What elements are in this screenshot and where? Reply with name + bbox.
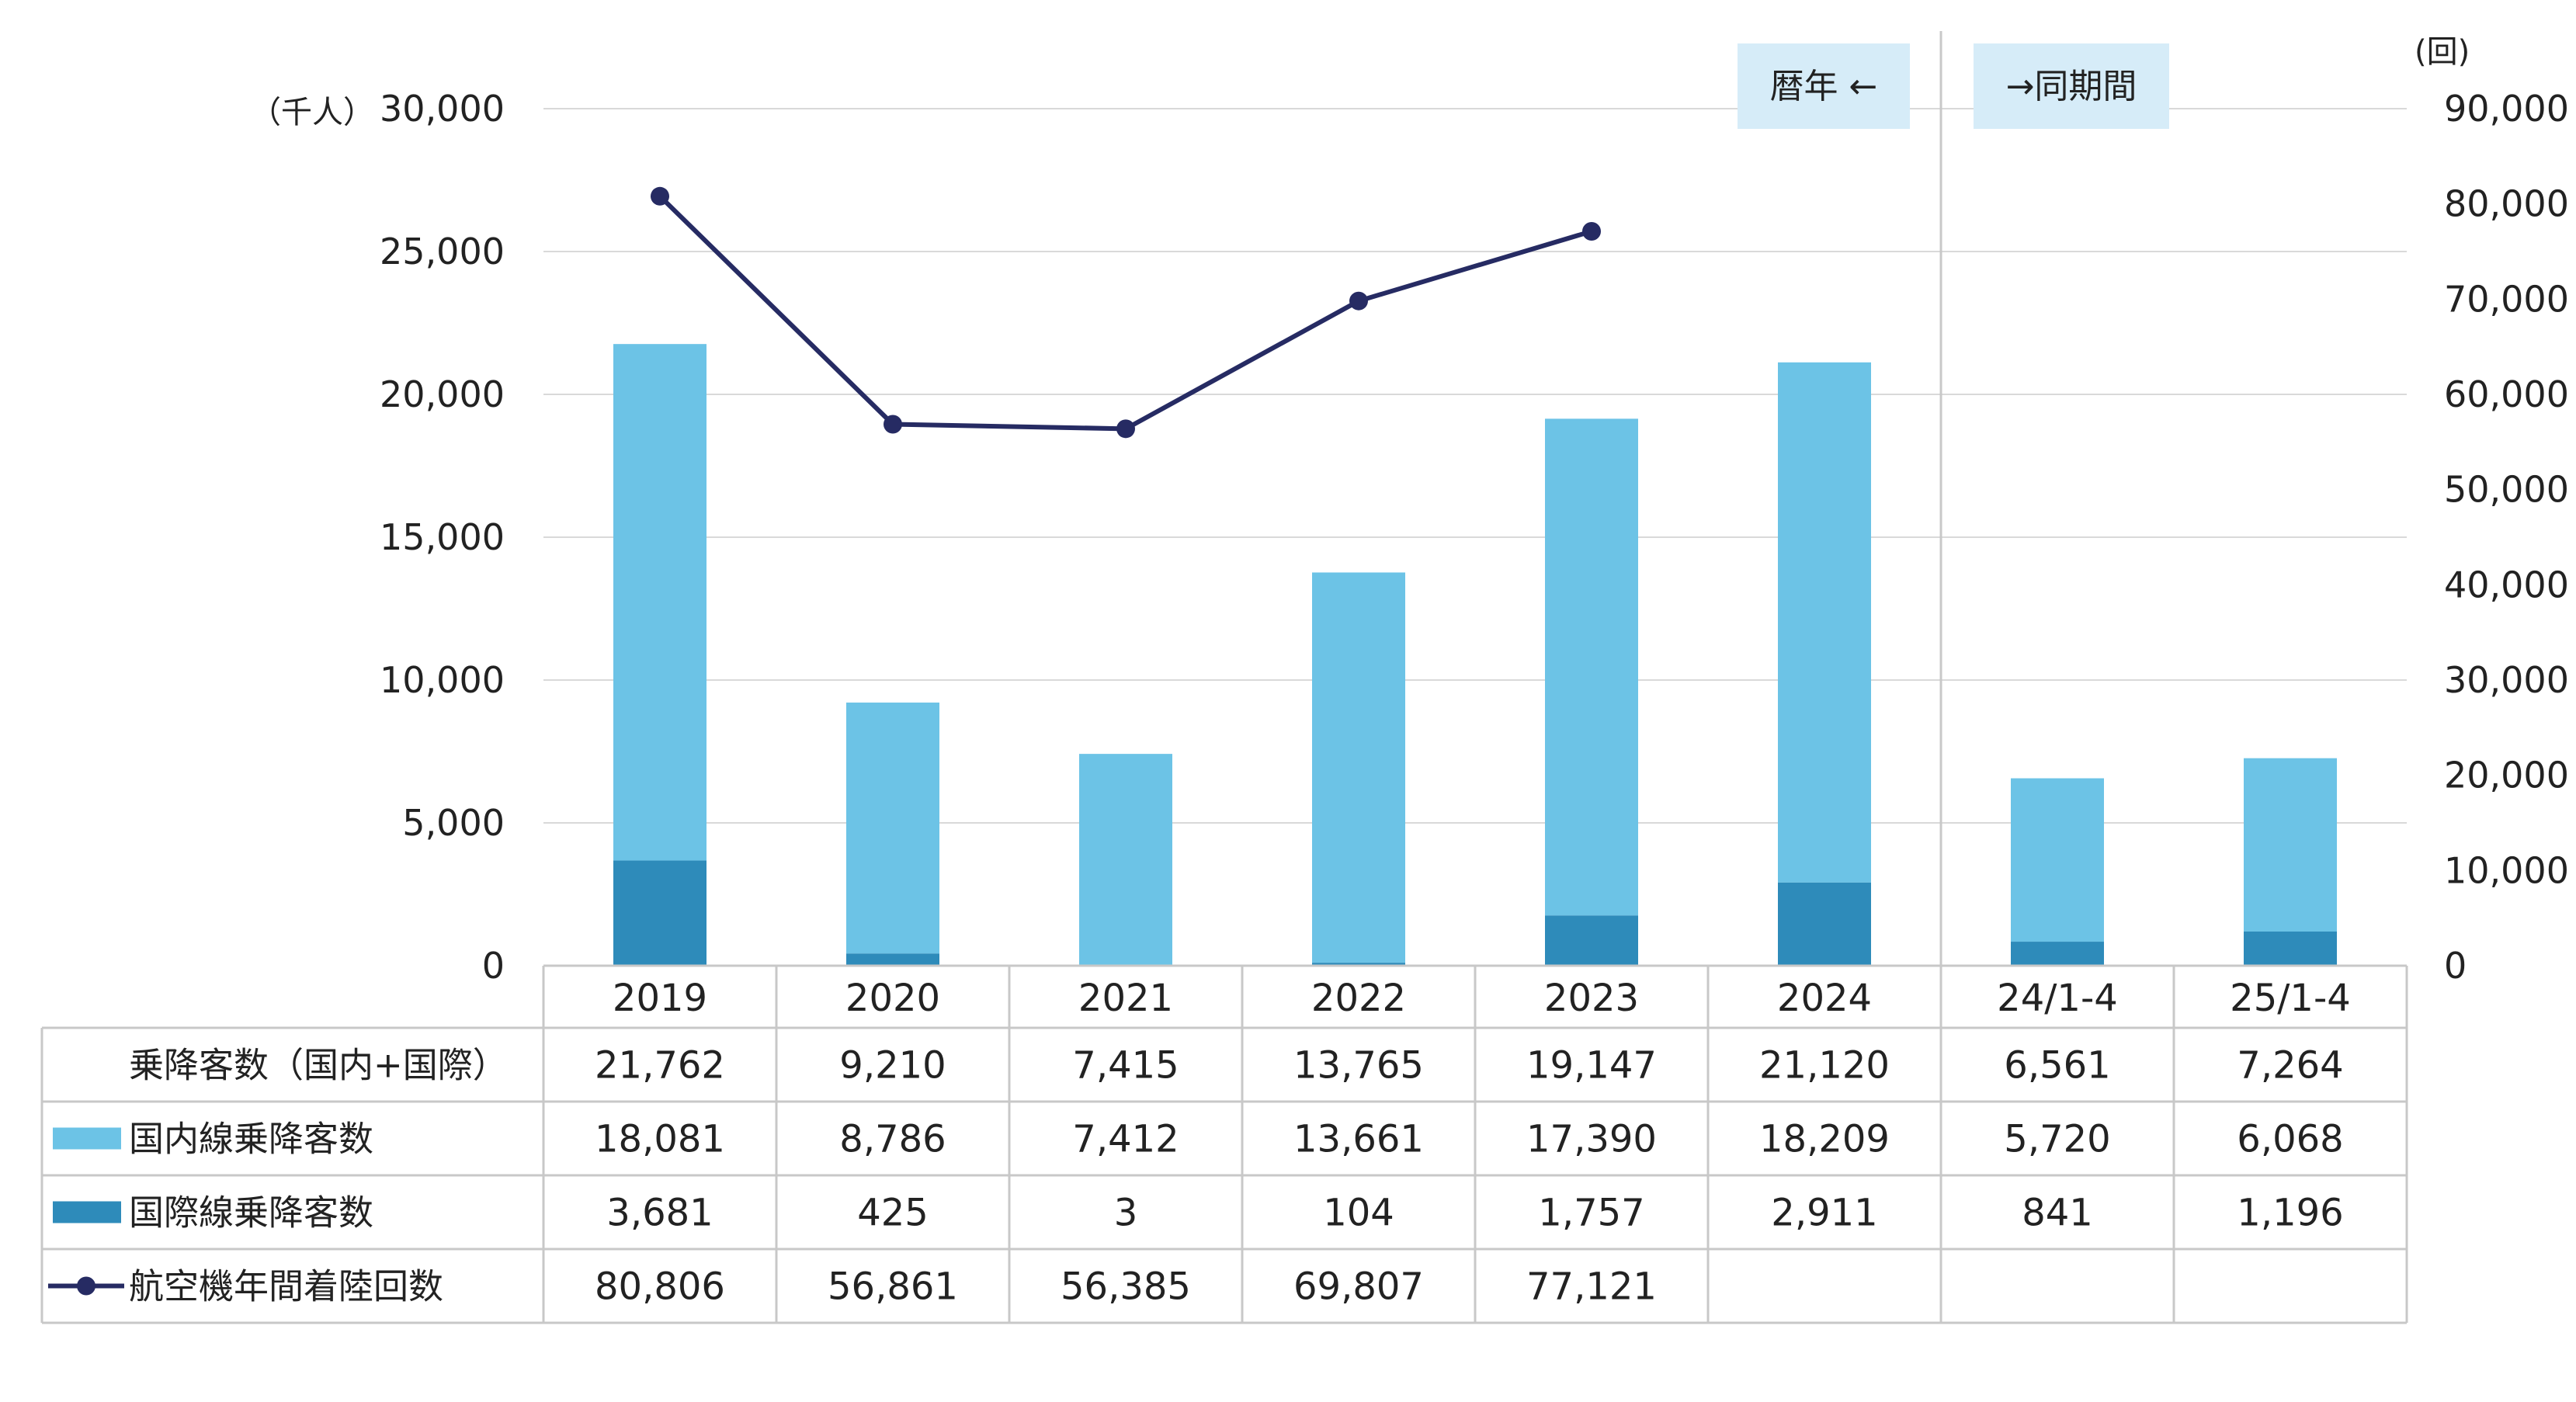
cell-international: 1,196 — [2237, 1192, 2343, 1235]
bar-domestic-3 — [1312, 572, 1405, 963]
bar-international-5 — [1778, 883, 1871, 966]
cell-total: 21,120 — [1759, 1044, 1890, 1088]
row-label-international: 国際線乗降客数 — [129, 1192, 373, 1234]
bars — [613, 344, 2337, 966]
axes: 0 5,000 10,000 15,000 20,000 25,000 30,000 0 10,… — [250, 34, 2569, 987]
legend-key-international — [53, 1202, 121, 1223]
right-tick-label: 10,000 — [2444, 849, 2569, 891]
data-table: 2019 2020 2021 2022 2023 2024 24/1-4 25/1-4 乗降客数… — [42, 966, 2407, 1323]
legend-key-domestic — [53, 1128, 121, 1150]
right-tick-label: 50,000 — [2444, 469, 2569, 511]
category-label: 2020 — [845, 977, 940, 1020]
cell-domestic: 8,786 — [839, 1118, 946, 1161]
bar-domestic-6 — [2011, 779, 2104, 942]
cell-international: 1,757 — [1538, 1192, 1644, 1235]
cell-total: 21,762 — [595, 1044, 725, 1088]
bar-international-1 — [846, 953, 939, 966]
landing-point-4 — [1582, 222, 1601, 241]
legend-key-landing-marker — [77, 1277, 95, 1296]
left-tick-label: 0 — [482, 945, 505, 987]
right-axis-unit: (回) — [2415, 34, 2470, 70]
cell-international: 425 — [857, 1192, 929, 1235]
calendar-year-label: 暦年 ← — [1770, 67, 1878, 106]
landing-point-1 — [884, 415, 902, 434]
left-tick-label: 25,000 — [380, 231, 505, 272]
category-label: 24/1-4 — [1997, 977, 2118, 1020]
cell-domestic: 17,390 — [1526, 1118, 1657, 1161]
cell-international: 841 — [2022, 1192, 2093, 1235]
cell-landings: 56,385 — [1061, 1265, 1191, 1309]
left-axis-unit: （千人） — [250, 95, 374, 130]
cell-landings: 80,806 — [595, 1265, 725, 1309]
right-tick-label: 70,000 — [2444, 278, 2569, 320]
cell-international: 3 — [1114, 1192, 1138, 1235]
bar-domestic-1 — [846, 703, 939, 953]
left-tick-label: 20,000 — [380, 373, 505, 415]
left-tick-label: 30,000 — [380, 88, 505, 130]
bar-international-6 — [2011, 942, 2104, 966]
landing-line — [651, 187, 1601, 439]
row-label-total: 乗降客数（国内+国際） — [129, 1045, 508, 1086]
landing-point-2 — [1116, 419, 1135, 438]
bar-international-4 — [1545, 915, 1638, 966]
cell-total: 6,561 — [2004, 1044, 2110, 1088]
bar-domestic-0 — [613, 344, 706, 860]
right-tick-label: 80,000 — [2444, 183, 2569, 225]
left-tick-label: 15,000 — [380, 516, 505, 558]
same-period-label: →同期間 — [2006, 67, 2137, 106]
cell-domestic: 7,412 — [1072, 1118, 1179, 1161]
right-tick-label: 20,000 — [2444, 755, 2569, 796]
cell-domestic: 18,081 — [595, 1118, 725, 1161]
left-tick-label: 5,000 — [402, 802, 505, 844]
cell-total: 7,415 — [1072, 1044, 1179, 1088]
cell-domestic: 5,720 — [2004, 1118, 2110, 1161]
bar-international-7 — [2244, 932, 2337, 966]
bar-international-0 — [613, 861, 706, 966]
bar-domestic-5 — [1778, 363, 1871, 883]
cell-domestic: 18,209 — [1759, 1118, 1890, 1161]
row-label-landings: 航空機年間着陸回数 — [129, 1266, 443, 1307]
category-label: 25/1-4 — [2230, 977, 2351, 1020]
category-label: 2022 — [1311, 977, 1406, 1020]
cell-domestic: 6,068 — [2237, 1118, 2343, 1161]
bar-domestic-2 — [1079, 754, 1172, 966]
cell-international: 2,911 — [1771, 1192, 1877, 1235]
cell-international: 3,681 — [606, 1192, 713, 1235]
right-tick-label: 0 — [2444, 945, 2467, 987]
cell-landings: 77,121 — [1526, 1265, 1657, 1309]
right-tick-label: 60,000 — [2444, 373, 2569, 415]
cell-landings: 56,861 — [828, 1265, 958, 1309]
cell-domestic: 13,661 — [1293, 1118, 1424, 1161]
category-label: 2024 — [1777, 977, 1872, 1020]
landing-point-3 — [1349, 292, 1368, 311]
bar-domestic-7 — [2244, 758, 2337, 932]
cell-total: 19,147 — [1526, 1044, 1657, 1088]
cell-total: 9,210 — [839, 1044, 946, 1088]
cell-international: 104 — [1323, 1192, 1394, 1235]
row-label-domestic: 国内線乗降客数 — [129, 1119, 373, 1160]
cell-landings: 69,807 — [1293, 1265, 1424, 1309]
left-tick-label: 10,000 — [380, 659, 505, 701]
cell-total: 13,765 — [1293, 1044, 1424, 1088]
right-tick-label: 30,000 — [2444, 659, 2569, 701]
right-tick-label: 90,000 — [2444, 88, 2569, 130]
cell-total: 7,264 — [2237, 1044, 2343, 1088]
category-label: 2019 — [613, 977, 707, 1020]
gridlines — [543, 109, 2407, 823]
right-tick-label: 40,000 — [2444, 564, 2569, 606]
bar-domestic-4 — [1545, 418, 1638, 915]
landing-point-0 — [651, 187, 669, 206]
category-label: 2023 — [1544, 977, 1639, 1020]
category-label: 2021 — [1078, 977, 1173, 1020]
